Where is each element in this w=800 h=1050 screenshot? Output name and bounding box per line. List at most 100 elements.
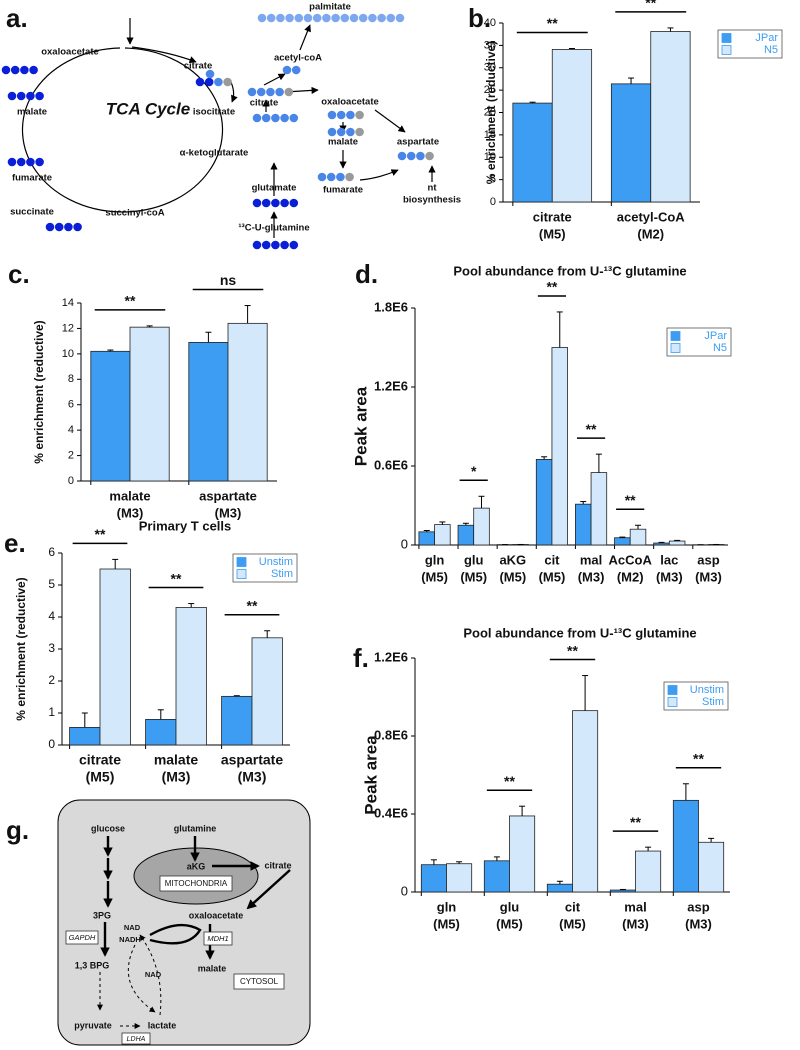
legend-label: Stim [702, 696, 724, 708]
y-tick-label: 0.4E6 [374, 805, 408, 820]
carbon-dot [336, 172, 345, 182]
carbon-dot [340, 13, 350, 23]
error-bar [582, 675, 589, 711]
significance-label: ** [567, 642, 578, 658]
y-tick-label: 4 [68, 424, 74, 436]
error-bar [157, 709, 164, 720]
node-label: LDHA [127, 1036, 146, 1043]
node-label: succinyl-coA [105, 208, 164, 219]
bar [668, 540, 686, 546]
significance-label: ** [630, 814, 641, 830]
cycle-title: TCA Cycle [106, 99, 190, 118]
bar [129, 326, 170, 482]
legend-label: Stim [271, 568, 293, 580]
carbon-dot [395, 13, 405, 23]
error-bar [529, 101, 536, 104]
x-tick-label: acetyl-CoA [617, 209, 686, 224]
node-label: ¹³C-U-glutamine [238, 223, 309, 234]
error-bar [674, 539, 681, 542]
node-label: CYTOSOL [240, 977, 279, 986]
x-tick-label: cit [544, 552, 560, 567]
bar [575, 503, 592, 546]
y-axis-label: Peak area [361, 735, 380, 815]
legend-swatch [667, 697, 678, 707]
error-bar [658, 541, 665, 544]
carbon-dot [257, 13, 267, 23]
error-bar [244, 305, 251, 324]
error-bar [667, 27, 674, 32]
x-tick-label: (M2) [637, 226, 664, 241]
legend-label: N5 [713, 342, 727, 354]
node-label: palmitate [309, 2, 351, 13]
bar [99, 568, 131, 746]
node-label: citrate [264, 860, 291, 870]
carbon-dot [223, 77, 232, 87]
carbon-dot [327, 127, 337, 137]
bar [512, 102, 553, 203]
carbon-dot [64, 222, 73, 232]
node-label: nt [428, 183, 438, 194]
significance-label: ** [693, 750, 704, 766]
node-label: GAPDH [69, 933, 96, 942]
legend-label: Unstim [259, 556, 293, 568]
label-box [65, 930, 99, 945]
y-tick-label: 0 [48, 737, 55, 751]
carbon-dot [303, 13, 313, 23]
carbon-dot [54, 222, 64, 232]
node-label: isocitrate [193, 107, 235, 118]
y-axis-label: % enrichment (reductive) [32, 320, 46, 463]
node-label: aspartate [397, 137, 439, 148]
significance-label: * [471, 463, 477, 479]
bar [698, 841, 725, 893]
arrow [246, 869, 291, 910]
legend-swatch [721, 45, 732, 55]
node-label: citrate [184, 61, 213, 72]
carbon-dot [416, 151, 425, 161]
x-tick-label: (M5) [499, 569, 526, 584]
error-bar [556, 880, 563, 885]
y-tick-label: 3 [48, 641, 55, 655]
panel-label: c. [8, 259, 30, 289]
significance-label: ** [125, 293, 136, 309]
x-tick-label: aspartate [199, 488, 257, 503]
label-box [233, 973, 285, 990]
carbon-dot [35, 157, 44, 167]
legend-label: JPar [755, 32, 778, 44]
carbon-dot [358, 13, 368, 23]
x-tick-label: malate [109, 488, 150, 503]
node-label: pyruvate [74, 1020, 112, 1030]
carbon-dot [26, 157, 35, 167]
node-label: lactate [148, 1020, 177, 1030]
bar [572, 710, 599, 893]
node-label: NAD [124, 923, 141, 932]
node-label: α-ketoglutarate [180, 148, 249, 159]
x-tick-label: (M5) [539, 569, 566, 584]
significance-label: ** [504, 773, 515, 789]
carbon-dot [266, 13, 276, 23]
bar [653, 542, 670, 546]
error-bar [682, 783, 689, 801]
x-tick-label: mal [624, 899, 646, 914]
x-tick-label: (M2) [617, 569, 644, 584]
chart-title: Primary T cells [139, 518, 232, 533]
y-tick-label: 6 [48, 545, 55, 559]
carbon-dot [284, 87, 294, 97]
bar [434, 524, 451, 546]
carbon-dot [397, 151, 407, 161]
carbon-dot [282, 65, 292, 75]
error-bar [556, 311, 563, 348]
x-tick-label: (M5) [460, 569, 487, 584]
carbon-dot [26, 91, 35, 101]
x-tick-label: lac [660, 552, 678, 567]
node-label: fumarate [12, 173, 52, 184]
bar [251, 637, 283, 746]
bar [473, 507, 490, 546]
y-tick-label: 10 [62, 348, 74, 360]
bar [446, 863, 473, 893]
node-label: malate [17, 107, 47, 118]
bar [509, 815, 536, 893]
carbon-dot [346, 127, 355, 137]
carbon-dot [336, 110, 346, 120]
bar [483, 860, 510, 893]
